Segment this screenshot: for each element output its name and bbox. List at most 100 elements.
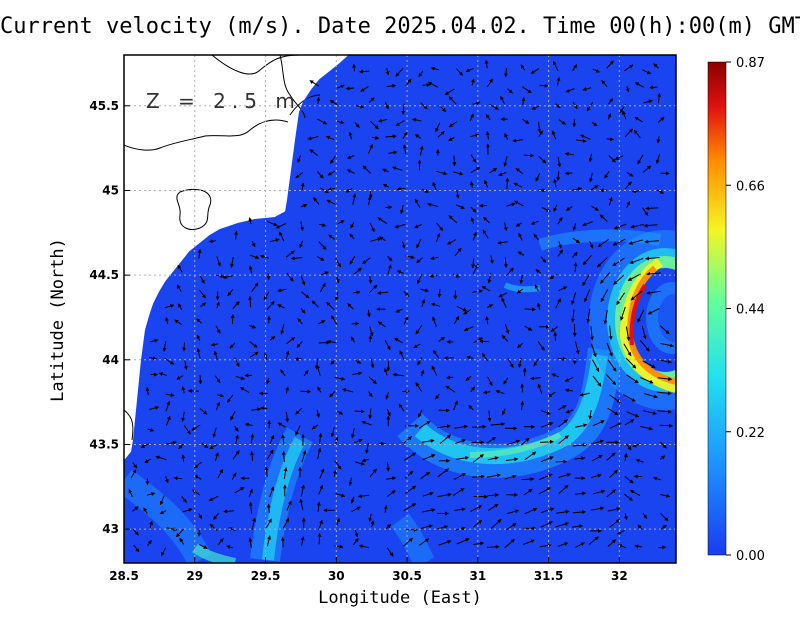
velocity-arrow: [213, 350, 218, 360]
velocity-arrow: [147, 427, 155, 432]
velocity-arrow: [555, 103, 561, 109]
velocity-arrow: [448, 215, 458, 224]
velocity-arrow: [385, 391, 390, 400]
x-tick-label: 32: [611, 569, 628, 583]
velocity-arrow: [470, 217, 475, 225]
velocity-arrow: [540, 521, 553, 528]
velocity-arrow: [317, 386, 322, 393]
velocity-arrow: [605, 374, 617, 386]
velocity-arrow: [521, 97, 526, 105]
velocity-arrow: [591, 121, 598, 127]
velocity-arrow: [617, 529, 625, 535]
velocity-arrow: [463, 308, 472, 315]
velocity-arrow: [538, 487, 551, 495]
velocity-arrow: [336, 410, 344, 415]
velocity-arrow: [350, 222, 355, 229]
velocity-arrow: [366, 309, 371, 318]
velocity-arrow: [591, 506, 605, 511]
velocity-arrow: [607, 359, 617, 372]
velocity-arrow: [132, 528, 139, 536]
velocity-arrow: [330, 426, 335, 438]
velocity-arrow: [282, 517, 290, 529]
velocity-arrow: [368, 275, 373, 285]
velocity-arrow: [437, 131, 445, 138]
velocity-arrow: [453, 400, 458, 411]
velocity-arrow: [311, 300, 319, 308]
velocity-arrow: [592, 68, 601, 73]
velocity-arrow: [263, 291, 270, 301]
velocity-arrow: [215, 273, 225, 278]
velocity-arrow: [358, 544, 369, 549]
colorbar-tick-label: 0.44: [736, 303, 765, 318]
velocity-arrow: [295, 407, 303, 415]
velocity-arrow: [354, 104, 365, 109]
velocity-arrow: [640, 377, 654, 384]
velocity-arrow: [337, 220, 345, 225]
velocity-arrow: [351, 506, 361, 512]
velocity-arrow: [383, 367, 388, 376]
velocity-arrow: [472, 231, 477, 241]
velocity-arrow: [557, 156, 562, 168]
velocity-arrow: [547, 391, 556, 398]
velocity-arrow: [266, 300, 275, 310]
velocity-arrow: [489, 255, 494, 265]
velocity-arrow: [435, 393, 440, 400]
depth-label: Z = 2.5 m: [146, 89, 301, 113]
velocity-arrow: [418, 70, 424, 78]
velocity-arrow: [165, 415, 171, 426]
velocity-arrow: [146, 492, 156, 496]
velocity-arrow: [353, 267, 362, 275]
velocity-arrow: [438, 104, 447, 112]
velocity-arrow: [520, 64, 526, 71]
velocity-arrow: [307, 136, 319, 141]
velocity-arrow: [367, 143, 373, 154]
velocity-arrow: [244, 422, 253, 427]
velocity-arrow: [317, 447, 322, 460]
velocity-arrow: [368, 284, 378, 294]
velocity-arrow: [413, 343, 421, 349]
velocity-arrow: [558, 241, 562, 249]
velocity-arrow: [285, 411, 290, 423]
velocity-arrow: [466, 355, 474, 360]
velocity-arrow: [558, 435, 569, 444]
velocity-arrow: [147, 539, 152, 547]
velocity-arrow: [515, 222, 523, 227]
velocity-arrow: [626, 172, 634, 177]
velocity-arrow: [612, 257, 625, 267]
velocity-arrow: [507, 358, 514, 368]
velocity-arrow: [173, 476, 183, 481]
velocity-arrow: [360, 85, 369, 92]
velocity-arrow: [286, 336, 296, 345]
velocity-arrow: [432, 316, 437, 327]
velocity-arrow: [540, 256, 547, 263]
velocity-arrow: [420, 102, 428, 110]
velocity-arrow: [155, 455, 167, 461]
velocity-arrow: [436, 170, 448, 176]
velocity-arrow: [334, 460, 342, 470]
velocity-arrow: [622, 393, 636, 402]
velocity-arrow: [368, 376, 377, 385]
colorbar-tick-label: 0.22: [736, 426, 765, 441]
velocity-arrow: [193, 461, 203, 469]
velocity-arrow: [535, 173, 541, 182]
velocity-arrow: [625, 86, 630, 93]
velocity-arrow: [430, 256, 439, 261]
velocity-arrow: [519, 275, 524, 284]
velocity-arrow: [361, 458, 369, 463]
velocity-arrow: [444, 88, 455, 96]
velocity-arrow: [437, 468, 450, 478]
y-tick-label: 45.5: [89, 99, 119, 113]
velocity-arrow: [229, 342, 236, 349]
velocity-arrow: [313, 197, 320, 205]
velocity-arrow: [164, 357, 175, 365]
velocity-arrow: [392, 166, 403, 171]
velocity-arrow: [472, 101, 481, 106]
velocity-arrow: [401, 103, 406, 115]
velocity-arrow: [524, 307, 536, 312]
velocity-arrow: [608, 155, 616, 163]
velocity-arrow: [164, 304, 175, 309]
velocity-arrow: [214, 375, 221, 384]
velocity-arrow: [201, 442, 209, 449]
velocity-arrow: [524, 451, 537, 461]
velocity-arrow: [421, 298, 426, 307]
